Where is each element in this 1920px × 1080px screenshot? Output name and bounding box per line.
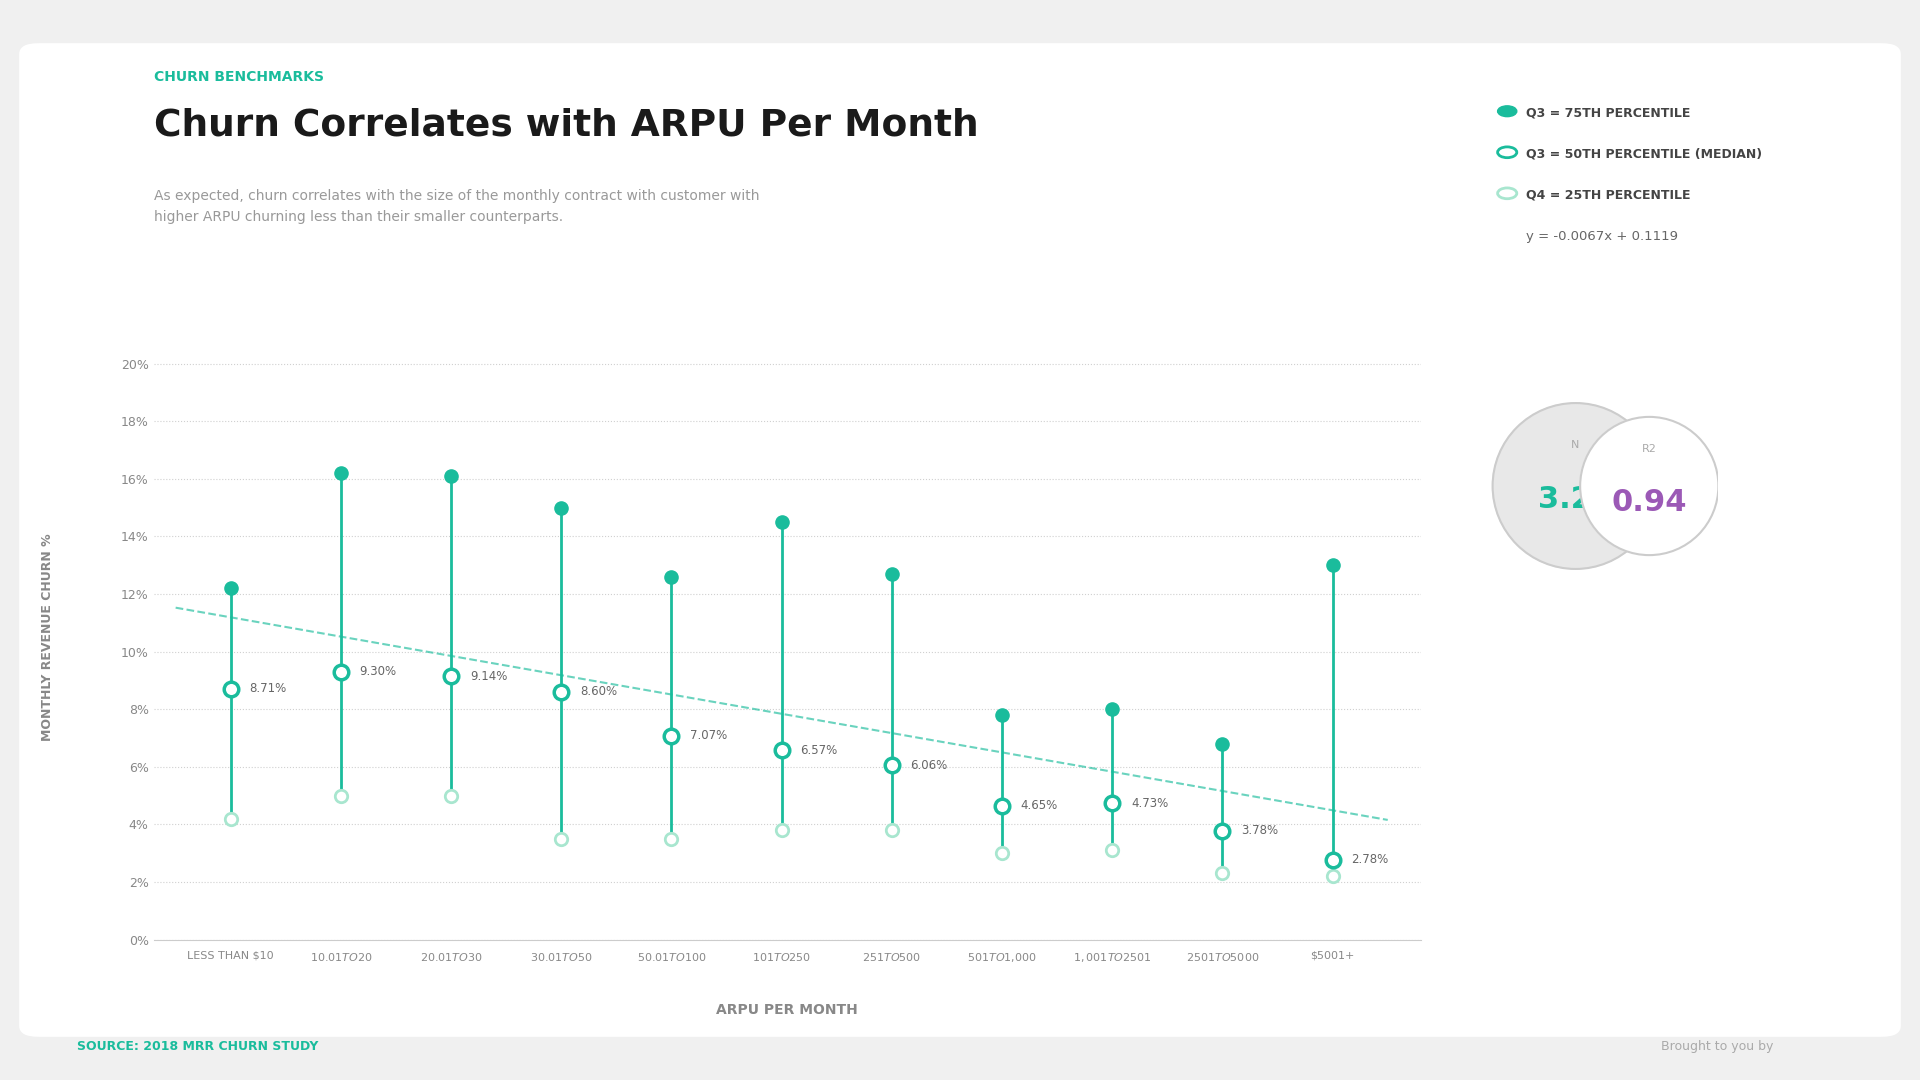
Point [1208,735,1238,753]
Text: SOURCE: 2018 MRR CHURN STUDY: SOURCE: 2018 MRR CHURN STUDY [77,1040,319,1053]
Point [545,684,576,701]
Point [657,727,687,744]
Text: Churn Correlates with ARPU Per Month: Churn Correlates with ARPU Per Month [154,107,977,143]
Text: ARPU PER MONTH: ARPU PER MONTH [716,1003,858,1016]
Text: 4.73%: 4.73% [1131,797,1167,810]
Text: CHURN BENCHMARKS: CHURN BENCHMARKS [154,70,324,84]
Point [766,742,797,759]
Point [1208,822,1238,839]
Text: 2.78%: 2.78% [1352,853,1388,866]
Point [987,706,1018,724]
Point [436,468,467,485]
Text: 0.94: 0.94 [1611,488,1688,516]
Point [987,797,1018,814]
Point [326,464,357,482]
Point [1096,841,1127,859]
Point [766,513,797,530]
Point [545,499,576,516]
Point [1096,701,1127,718]
Point [1208,865,1238,882]
Text: 9.14%: 9.14% [470,670,507,683]
Point [877,756,908,773]
Point [326,663,357,680]
Text: Brought to you by: Brought to you by [1661,1040,1774,1053]
Text: y = -0.0067x + 0.1119: y = -0.0067x + 0.1119 [1526,230,1678,243]
Point [545,831,576,848]
Text: 9.30%: 9.30% [359,665,397,678]
Point [1317,867,1348,885]
Text: 3.78%: 3.78% [1240,824,1279,837]
Circle shape [1580,417,1718,555]
Point [766,822,797,839]
Point [657,568,687,585]
Text: Q3 = 50TH PERCENTILE (MEDIAN): Q3 = 50TH PERCENTILE (MEDIAN) [1526,148,1763,161]
Point [877,822,908,839]
Point [215,810,246,827]
Text: 6.57%: 6.57% [801,744,837,757]
Text: 7.07%: 7.07% [689,729,728,742]
Text: 8.71%: 8.71% [250,683,286,696]
Text: Q3 = 75TH PERCENTILE: Q3 = 75TH PERCENTILE [1526,107,1692,120]
Text: 6.06%: 6.06% [910,758,948,771]
Text: R2: R2 [1642,444,1657,454]
Text: 4.65%: 4.65% [1021,799,1058,812]
Text: Q4 = 25TH PERCENTILE: Q4 = 25TH PERCENTILE [1526,189,1692,202]
Point [1317,556,1348,573]
Point [436,667,467,685]
Point [436,787,467,805]
Point [877,565,908,582]
Circle shape [1492,403,1659,569]
Text: N: N [1571,440,1580,449]
Point [1096,795,1127,812]
Text: As expected, churn correlates with the size of the monthly contract with custome: As expected, churn correlates with the s… [154,189,758,224]
Point [657,831,687,848]
Text: 8.60%: 8.60% [580,686,616,699]
Point [987,845,1018,862]
Point [215,580,246,597]
Text: 3.2k: 3.2k [1538,485,1613,514]
Point [1317,851,1348,868]
Text: MONTHLY REVENUE CHURN %: MONTHLY REVENUE CHURN % [42,534,54,741]
Point [215,680,246,698]
Point [326,787,357,805]
